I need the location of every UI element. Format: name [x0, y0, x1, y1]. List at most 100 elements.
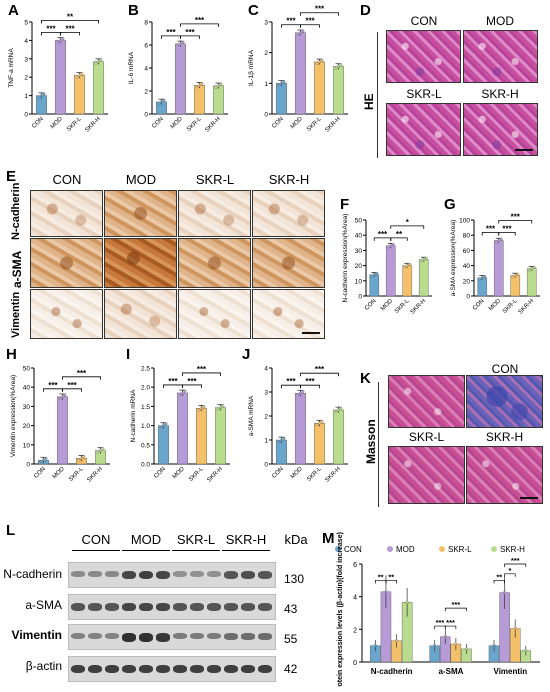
data-point [277, 440, 281, 444]
panel-label: F [340, 196, 350, 213]
significance-bracket [390, 225, 425, 229]
bar [174, 43, 187, 115]
blot-band [122, 665, 136, 674]
significance-label: ** [378, 572, 384, 581]
panel-c: C 0 1 2 3 IL-1β mRNA CON MOD SKR-L SKR-H *** *** **… [240, 0, 358, 160]
ihc-image [252, 238, 325, 288]
panel-label: C [248, 2, 259, 19]
blot-band [258, 603, 272, 611]
panel-label: I [126, 346, 131, 363]
image-label-skr-h: SKR-H [481, 87, 519, 101]
data-point [499, 237, 503, 241]
blot-band [71, 603, 85, 611]
band-label: Vimentin [11, 628, 62, 642]
panel-label: J [242, 346, 251, 363]
y-tick-label: 30 [23, 404, 31, 411]
legend-marker [335, 546, 341, 552]
data-point [337, 408, 340, 412]
panel-e: E CON MOD SKR-L SKR-H N-cadherin a-SMA V… [0, 168, 330, 340]
bar [54, 40, 67, 115]
row-label-n-cadherin: N-cadherin [10, 182, 22, 240]
image-label-skr-h: SKR-H [485, 430, 524, 444]
bar [402, 265, 413, 297]
legend-label: SKR-L [448, 545, 472, 554]
data-point [315, 62, 319, 65]
y-tick-label: 8 [144, 20, 148, 27]
bar [275, 83, 288, 115]
panel-j: J 0 1 2 3 4 a-SMA mRNA CON MOD SKR-L SKR-H *** *** *… [238, 342, 356, 512]
y-tick-label: 0 [358, 294, 362, 301]
significance-label: *** [378, 230, 388, 239]
data-point [94, 61, 98, 65]
blot-band [88, 633, 102, 639]
y-tick-label: 4 [24, 38, 28, 45]
y-tick-label: 0.0 [141, 462, 150, 469]
legend-label: SKR-H [500, 545, 525, 554]
significance-label: *** [286, 17, 296, 26]
y-tick-label: 0 [353, 660, 357, 667]
panel-label: A [8, 2, 19, 19]
significance-label: *** [195, 16, 205, 25]
data-point [56, 40, 60, 44]
blot-band [173, 665, 187, 674]
ihc-image [178, 238, 251, 288]
data-point [443, 635, 447, 639]
blot-band [156, 665, 170, 674]
band-label: a-SMA [25, 598, 62, 612]
data-point [179, 42, 182, 46]
x-tick-label: MOD [488, 298, 503, 313]
data-point [162, 424, 165, 428]
data-point [419, 259, 423, 263]
panel-l: L CON MOD SKR-L SKR-H kDa N-cadherin a-S… [0, 522, 315, 687]
significance-label: *** [486, 225, 496, 234]
data-point [503, 591, 507, 595]
significance-bracket [300, 24, 320, 28]
kda-unit: kDa [284, 532, 308, 547]
blot-band [156, 603, 170, 611]
panel-h: H 0 10 20 30 40 50 Vimentin expression(%Area) C… [0, 342, 120, 512]
data-point [299, 31, 302, 35]
y-tick-label: 2.5 [141, 366, 150, 373]
panel-label: M [322, 530, 335, 547]
data-point [315, 423, 319, 427]
blot-band [224, 603, 238, 611]
blot-band [207, 633, 221, 640]
blot-band [190, 603, 204, 611]
significance-label: * [508, 566, 511, 575]
data-point [408, 262, 412, 266]
y-tick-label: 10 [23, 442, 31, 449]
y-tick-label: 40 [23, 385, 31, 392]
y-tick-label: 50 [23, 366, 31, 373]
x-tick-label: MOD [290, 466, 305, 481]
data-point [282, 80, 286, 84]
data-point [96, 450, 100, 454]
data-point [176, 44, 180, 47]
blot-band [139, 633, 153, 642]
x-tick-label: CON [364, 298, 378, 312]
significance-label: *** [187, 377, 197, 386]
ihc-image [30, 190, 103, 237]
x-tick-label: MOD [50, 116, 65, 131]
ihc-image [252, 190, 325, 237]
y-tick-label: 100 [459, 218, 470, 225]
blot-band [122, 603, 136, 611]
data-point [375, 271, 379, 275]
significance-label: *** [305, 17, 315, 26]
significance-bracket [493, 579, 505, 584]
x-tick-label: Vimentin [494, 667, 528, 676]
data-point [433, 644, 437, 648]
significance-label: ** [67, 12, 74, 21]
masson-image-skr-l [388, 446, 465, 504]
data-point [422, 258, 426, 261]
significance-label: *** [502, 225, 512, 234]
blot-band [224, 633, 238, 640]
y-tick-label: 2 [24, 75, 28, 82]
y-axis-label: Protein expression levels (β-actin)(fold… [337, 532, 344, 687]
x-tick-label: SKR-L [68, 466, 85, 483]
bar [418, 259, 429, 297]
y-tick-label: 80 [463, 233, 471, 240]
legend-label: MOD [396, 545, 415, 554]
ihc-image [104, 238, 177, 288]
data-point [197, 408, 201, 412]
